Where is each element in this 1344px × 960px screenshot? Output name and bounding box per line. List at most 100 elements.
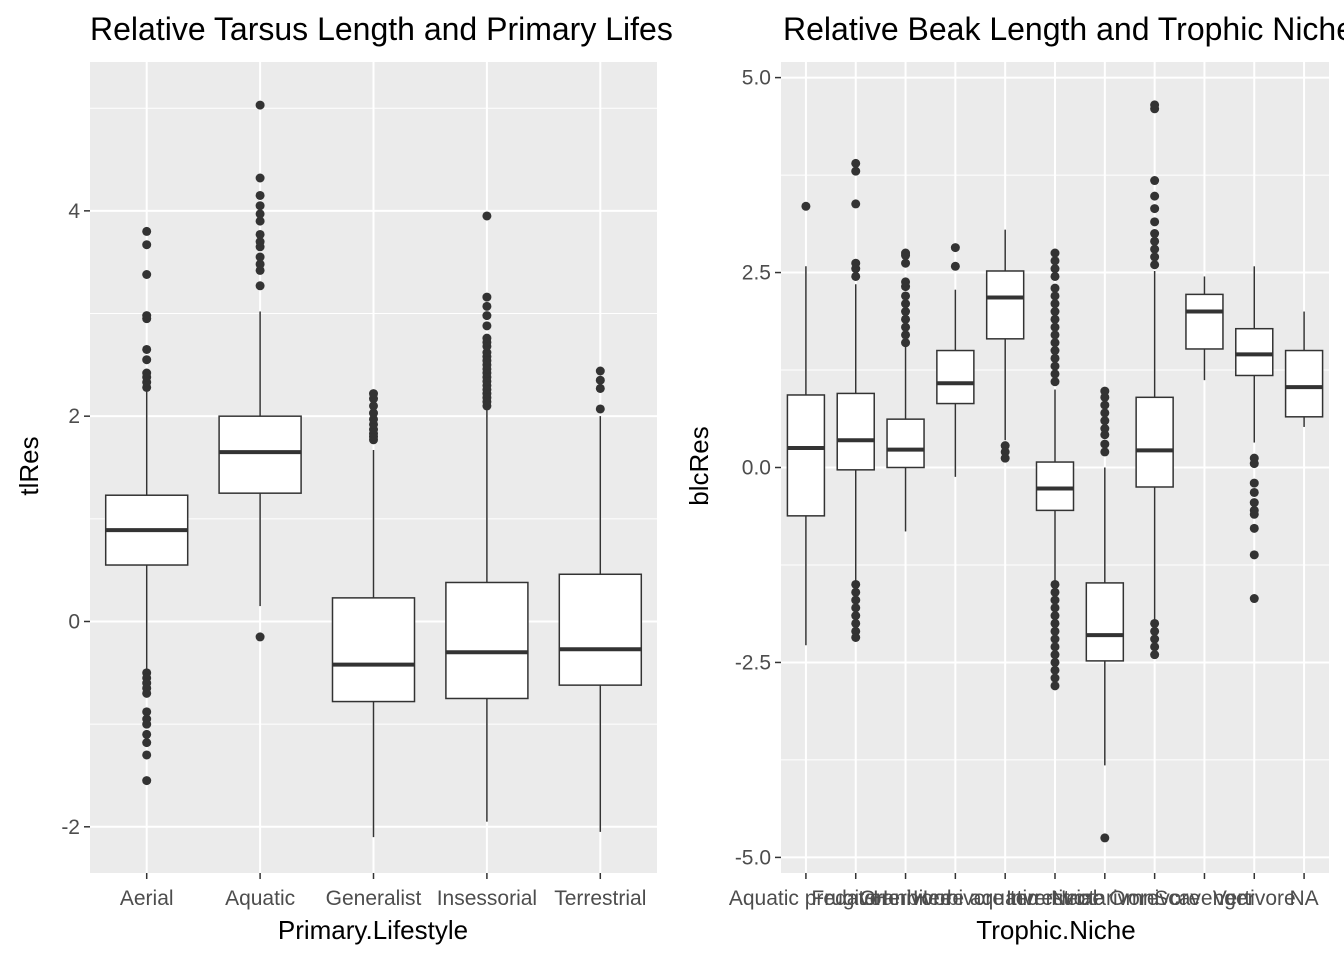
outlier-point [851,611,861,621]
iqr-box [786,394,826,517]
iqr-box [886,418,925,469]
outlier-point [1100,447,1110,457]
y-tick-label: -2 [61,816,80,839]
outlier-point [255,216,265,226]
outlier-point [255,281,265,291]
outlier-point [1050,665,1060,675]
outlier-point [1150,217,1160,227]
outlier-point [901,307,911,317]
iqr-box [836,392,875,471]
outlier-point [1050,369,1060,379]
outlier-point [1050,291,1060,301]
outlier-point [1150,191,1160,201]
box-insessorial [445,211,529,822]
outlier-point [255,209,265,219]
outlier-point [1150,650,1160,660]
outlier-point [1249,523,1259,533]
outlier-point [1050,587,1060,597]
outlier-point [1100,416,1110,426]
y-tick-label: 0 [68,610,80,633]
y-axis-ticks: -5.0 -2.5 0.0 2.5 5.0 [735,67,781,869]
chart-title: Relative Tarsus Length and Primary Lifes… [90,11,723,47]
outlier-point [1150,204,1160,214]
chart-title: Relative Beak Length and Trophic Niche [783,11,1344,47]
outlier-point [142,776,152,786]
outlier-point [1050,681,1060,691]
y-axis-label: blcRes [684,426,714,505]
outlier-point [142,688,152,698]
outlier-point [901,258,911,268]
outlier-point [1050,353,1060,363]
x-tick-label: Frugivore [811,887,900,910]
outlier-point [1050,626,1060,636]
iqr-box [218,415,302,494]
outlier-point [851,199,861,209]
outlier-point [1249,509,1259,519]
box-herbivore-terrestrial [985,229,1025,463]
panel-primary-lifestyle: Relative Tarsus Length and Primary Lifes… [14,11,723,945]
outlier-point [1150,229,1160,239]
y-axis-label: tlRes [14,436,44,495]
outlier-point [1050,256,1060,266]
outlier-point [482,211,492,221]
outlier-point [1249,487,1259,497]
outlier-point [1100,386,1110,396]
x-tick-label: Aquatic [225,887,295,910]
outlier-point [851,579,861,589]
outlier-point [1050,346,1060,356]
y-tick-label: 2 [68,405,80,428]
y-tick-label: -5.0 [735,846,771,869]
box-aerial [104,226,189,786]
outlier-point [1150,626,1160,636]
x-tick-label: Insessorial [437,887,537,910]
outlier-point [482,311,492,321]
outlier-point [142,226,152,236]
outlier-point [1050,330,1060,340]
outlier-point [901,291,911,301]
outlier-point [255,259,265,269]
outlier-point [1249,459,1259,469]
outlier-point [901,330,911,340]
box-omnivore [1135,100,1174,660]
outlier-point [142,355,152,365]
outlier-point [142,738,152,748]
x-axis-ticks: Aerial Aquatic Generalist Insessorial Terres… [120,873,646,910]
outlier-point [1050,283,1060,293]
iqr-box [936,349,975,405]
outlier-point [595,375,605,385]
outlier-point [142,707,152,717]
iqr-box [1085,582,1125,662]
x-axis-ticks: Aquatic predatorFrugivoreGranivoreHerbiv… [729,873,1319,910]
outlier-point [255,190,265,200]
x-tick-label: Invertivore [1006,887,1104,910]
outlier-point [1050,673,1060,683]
boxes [786,100,1324,843]
outlier-point [950,261,960,271]
outlier-point [851,258,861,268]
box-na [1284,311,1324,427]
outlier-point [1100,430,1110,440]
x-tick-label: Scavenger [1154,887,1254,910]
y-tick-label: 5.0 [742,67,771,90]
outlier-point [1100,424,1110,434]
outlier-point [950,243,960,253]
box-aquatic-predator [786,201,826,646]
box-nectarivore [1085,386,1125,843]
outlier-point [901,322,911,332]
outlier-point [142,750,152,760]
box-vertivore [1235,266,1274,604]
x-tick-label: Aerial [120,887,174,910]
iqr-box [1235,327,1274,377]
outlier-point [1050,618,1060,628]
box-invertivore [1035,248,1075,691]
outlier-point [142,270,152,280]
outlier-point [901,314,911,324]
box-generalist [331,389,416,838]
iqr-box [558,573,643,686]
y-axis-ticks: -2 0 2 4 [61,200,90,839]
outlier-point [1249,498,1259,508]
outlier-point [1050,642,1060,652]
outlier-point [142,311,152,321]
outlier-point [1050,271,1060,281]
outlier-point [255,100,265,110]
